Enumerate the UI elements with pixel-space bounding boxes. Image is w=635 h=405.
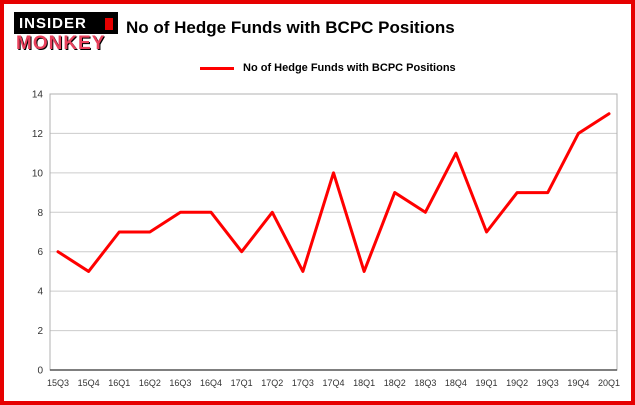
svg-text:10: 10 (32, 168, 44, 179)
svg-text:19Q4: 19Q4 (567, 378, 589, 388)
line-chart: 0 2 4 6 8 10 12 14 15Q3 15Q4 16Q1 16Q2 16Q3 16Q4 17Q1 1… (32, 90, 620, 389)
svg-text:0: 0 (37, 366, 43, 377)
legend: No of Hedge Funds with BCPC Positions (200, 62, 456, 74)
page-title: No of Hedge Funds with BCPC Positions (126, 18, 455, 37)
svg-text:16Q4: 16Q4 (200, 378, 222, 388)
svg-text:17Q2: 17Q2 (261, 378, 283, 388)
svg-text:16Q1: 16Q1 (108, 378, 130, 388)
svg-text:17Q4: 17Q4 (322, 378, 344, 388)
logo-accent-icon (105, 17, 113, 30)
svg-text:8: 8 (37, 208, 43, 219)
svg-text:18Q2: 18Q2 (384, 378, 406, 388)
svg-text:17Q3: 17Q3 (292, 378, 314, 388)
svg-text:16Q3: 16Q3 (169, 378, 191, 388)
svg-text:20Q1: 20Q1 (598, 378, 620, 388)
logo-insider-label: INSIDER (19, 15, 87, 32)
svg-text:19Q2: 19Q2 (506, 378, 528, 388)
svg-text:6: 6 (37, 247, 43, 258)
svg-text:17Q1: 17Q1 (231, 378, 253, 388)
svg-text:14: 14 (32, 90, 44, 101)
svg-text:2: 2 (37, 326, 43, 337)
svg-text:18Q1: 18Q1 (353, 378, 375, 388)
svg-text:19Q3: 19Q3 (537, 378, 559, 388)
svg-text:19Q1: 19Q1 (476, 378, 498, 388)
svg-text:4: 4 (37, 287, 43, 298)
logo-monkey-label: MONKEY (16, 33, 106, 54)
logo-insider-text: INSIDER (14, 12, 118, 34)
svg-text:16Q2: 16Q2 (139, 378, 161, 388)
svg-text:15Q3: 15Q3 (47, 378, 69, 388)
svg-text:15Q4: 15Q4 (78, 378, 100, 388)
svg-text:18Q4: 18Q4 (445, 378, 467, 388)
svg-text:12: 12 (32, 129, 44, 140)
svg-text:18Q3: 18Q3 (414, 378, 436, 388)
legend-line-swatch (200, 66, 234, 70)
legend-label: No of Hedge Funds with BCPC Positions (243, 62, 456, 74)
insider-monkey-logo: INSIDER MONKEY (14, 12, 118, 54)
